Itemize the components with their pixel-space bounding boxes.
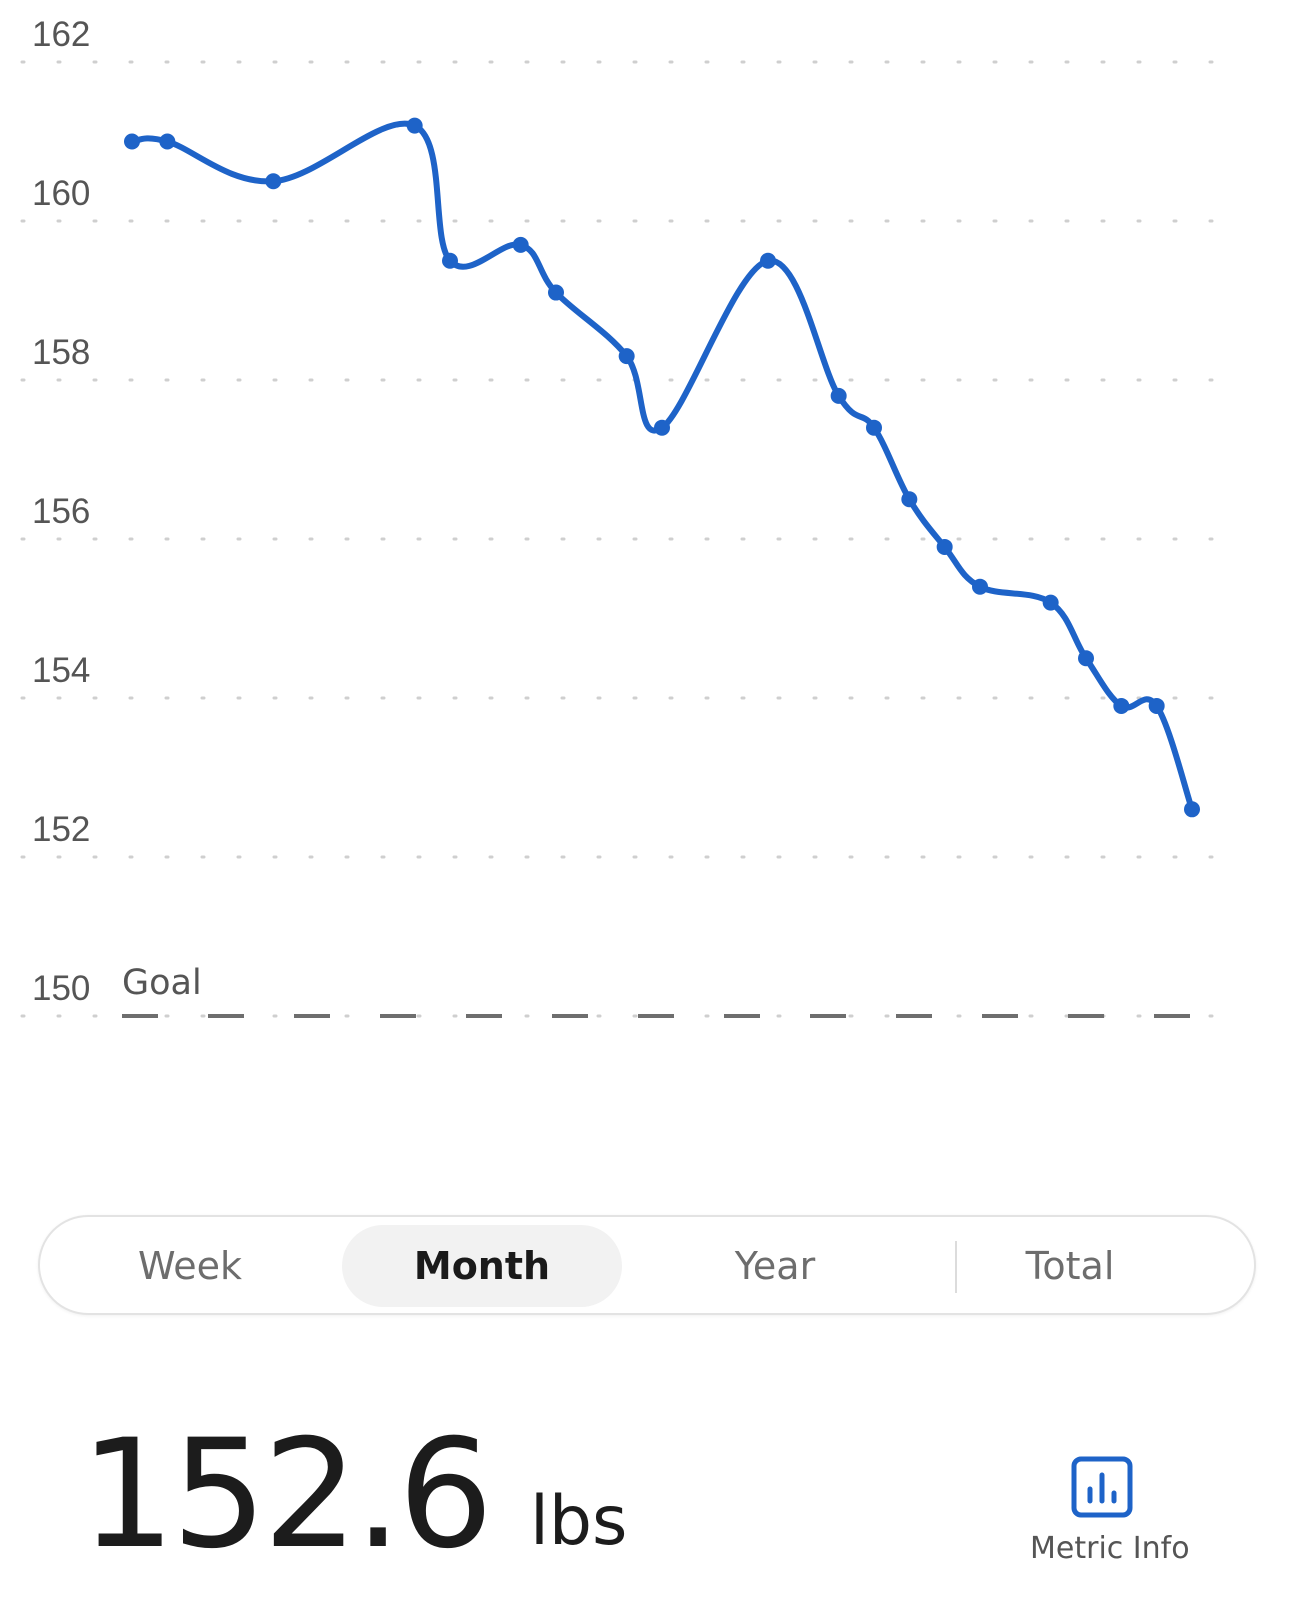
data-point — [901, 491, 918, 508]
data-point — [124, 133, 140, 150]
weight-unit: lbs — [530, 1482, 628, 1561]
goal-label: Goal — [122, 963, 202, 1003]
data-point — [265, 173, 282, 190]
data-point — [1113, 697, 1130, 714]
data-point — [1148, 697, 1165, 714]
data-point — [1078, 650, 1094, 667]
data-point — [548, 284, 564, 301]
data-point — [1042, 594, 1059, 611]
data-point — [936, 538, 953, 555]
weight-chart: 162 160 158 156 154 152 150 Goal — [20, 15, 1224, 1018]
tab-divider — [955, 1241, 957, 1293]
data-point — [406, 117, 423, 134]
y-tick-label: 154 — [32, 651, 90, 690]
tab-total[interactable]: Total — [1025, 1244, 1115, 1288]
series-line — [129, 120, 1195, 813]
tab-week[interactable]: Week — [137, 1244, 243, 1288]
y-tick-label: 152 — [32, 810, 90, 849]
data-point — [512, 236, 529, 253]
tab-year[interactable]: Year — [734, 1244, 816, 1288]
data-point — [159, 133, 176, 150]
data-point — [618, 348, 635, 365]
data-point — [830, 387, 847, 404]
data-point — [1184, 801, 1200, 818]
data-point — [760, 252, 776, 269]
y-tick-label: 156 — [32, 492, 90, 531]
y-tick-label: 162 — [32, 15, 90, 54]
data-point — [866, 419, 882, 436]
y-tick-label: 150 — [32, 969, 90, 1008]
data-point — [442, 252, 458, 269]
y-tick-label: 160 — [32, 174, 90, 213]
y-tick-label: 158 — [32, 333, 90, 372]
weight-value: 152.6 — [80, 1408, 493, 1582]
data-point — [972, 578, 988, 595]
bar-chart-icon — [1071, 1456, 1133, 1518]
data-point — [654, 419, 670, 436]
metric-info-label: Metric Info — [1030, 1531, 1190, 1566]
metric-info-button[interactable]: Metric Info — [1030, 1455, 1190, 1575]
tab-month[interactable]: Month — [342, 1225, 622, 1307]
time-range-selector: Week Month Year Total — [38, 1215, 1256, 1315]
